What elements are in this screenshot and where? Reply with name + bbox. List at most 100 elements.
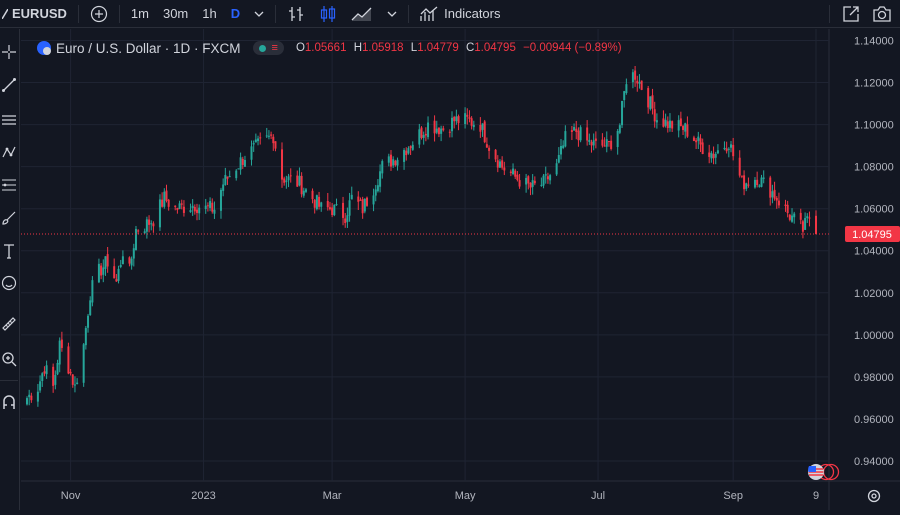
candle-body bbox=[43, 371, 46, 374]
candle-body bbox=[638, 82, 641, 84]
candle-body bbox=[433, 120, 436, 134]
candle-body bbox=[716, 150, 719, 154]
candle-body bbox=[655, 120, 658, 123]
candle-body bbox=[671, 121, 674, 129]
candle-body bbox=[182, 206, 185, 213]
indicators-button[interactable]: Indicators bbox=[413, 0, 507, 28]
chart-area[interactable]: 1.14000 1.12000 1.10000 1.08000 1.06000 1.040… bbox=[21, 29, 900, 510]
chart-style-dropdown[interactable] bbox=[380, 0, 404, 28]
candle-body bbox=[381, 161, 384, 174]
candle-body bbox=[26, 398, 28, 405]
compare-flags[interactable] bbox=[806, 463, 840, 481]
candle-body bbox=[771, 191, 774, 198]
candle-body bbox=[509, 171, 512, 173]
candle-body bbox=[729, 144, 732, 148]
candle-body bbox=[799, 212, 802, 220]
bar-style-button[interactable] bbox=[280, 0, 312, 28]
candle-body bbox=[806, 216, 809, 219]
last-price-badge bbox=[845, 226, 900, 243]
trend-line-icon[interactable] bbox=[0, 74, 18, 96]
y-tick-label: 0.96000 bbox=[854, 414, 894, 426]
interval-dropdown[interactable] bbox=[247, 0, 271, 28]
candle-body bbox=[758, 185, 761, 187]
candle-body bbox=[296, 175, 299, 187]
horizontal-lines-icon[interactable] bbox=[0, 109, 18, 131]
crosshair-icon[interactable] bbox=[0, 41, 18, 63]
candle-body bbox=[531, 180, 534, 187]
search-icon bbox=[2, 8, 8, 19]
add-symbol-button[interactable] bbox=[83, 0, 115, 28]
candle-body bbox=[540, 184, 543, 186]
settings-button[interactable] bbox=[866, 488, 882, 504]
x-tick-label: Jul bbox=[591, 490, 605, 502]
candle-style-button[interactable] bbox=[312, 0, 344, 28]
candle-body bbox=[647, 88, 650, 108]
candle-body bbox=[407, 148, 410, 154]
interval-1h[interactable]: 1h bbox=[195, 0, 223, 28]
candle-body bbox=[348, 200, 351, 216]
candle-body bbox=[363, 198, 366, 212]
flag-icon bbox=[36, 40, 52, 56]
candle-body bbox=[213, 209, 216, 214]
candle-body bbox=[610, 140, 613, 149]
candle-body bbox=[58, 340, 61, 365]
low-label: L bbox=[410, 42, 418, 54]
close-label: C bbox=[465, 42, 475, 54]
zoom-icon[interactable] bbox=[0, 348, 18, 370]
candle-body bbox=[56, 362, 59, 375]
candle-body bbox=[137, 230, 140, 232]
candle-body bbox=[409, 146, 412, 149]
screenshot-button[interactable] bbox=[868, 0, 900, 28]
price-chart[interactable]: 1.14000 1.12000 1.10000 1.08000 1.06000 1.040… bbox=[21, 29, 900, 510]
candle-body bbox=[557, 154, 560, 163]
fib-icon[interactable] bbox=[0, 174, 18, 196]
candle-body bbox=[788, 214, 791, 220]
candle-body bbox=[73, 384, 76, 386]
candle-body bbox=[666, 121, 669, 129]
candle-body bbox=[198, 207, 201, 214]
candle-body bbox=[773, 189, 776, 199]
area-style-button[interactable] bbox=[344, 0, 380, 28]
gear-icon bbox=[867, 489, 881, 503]
candle-body bbox=[603, 145, 606, 147]
candle-body bbox=[662, 118, 665, 127]
candle-body bbox=[514, 170, 517, 177]
interval-30m[interactable]: 30m bbox=[156, 0, 195, 28]
candle-body bbox=[605, 139, 608, 147]
legend-status-pill[interactable]: ≡ bbox=[252, 41, 284, 55]
candles bbox=[26, 65, 817, 407]
candle-body bbox=[357, 196, 360, 202]
pattern-icon[interactable] bbox=[0, 141, 18, 163]
candle-body bbox=[71, 374, 74, 385]
interval-d[interactable]: D bbox=[224, 0, 247, 28]
candle-body bbox=[542, 175, 545, 186]
fullscreen-button[interactable] bbox=[834, 0, 868, 28]
candle-body bbox=[130, 258, 133, 266]
candle-body bbox=[226, 176, 229, 179]
candle-body bbox=[60, 339, 63, 348]
change-value: −0.00944 (−0.89%) bbox=[523, 42, 622, 54]
candle-body bbox=[753, 179, 756, 188]
candle-body bbox=[592, 140, 595, 146]
candle-body bbox=[87, 315, 90, 328]
interval-label: 1h bbox=[202, 6, 217, 21]
chevron-down-icon bbox=[387, 11, 397, 17]
candle-body bbox=[420, 127, 423, 138]
emoji-icon[interactable] bbox=[0, 272, 18, 294]
candle-body bbox=[640, 80, 643, 90]
magnet-icon[interactable] bbox=[0, 391, 18, 413]
candle-body bbox=[516, 174, 519, 180]
candle-body bbox=[241, 158, 244, 165]
ruler-icon[interactable] bbox=[0, 313, 18, 335]
candle-body bbox=[815, 215, 817, 235]
candle-body bbox=[575, 128, 578, 132]
candle-body bbox=[636, 80, 639, 84]
text-icon[interactable] bbox=[0, 240, 18, 262]
candle-body bbox=[442, 128, 445, 131]
y-axis-labels: 1.14000 1.12000 1.10000 1.08000 1.06000 1.040… bbox=[854, 36, 894, 468]
interval-1m[interactable]: 1m bbox=[124, 0, 156, 28]
candle-body bbox=[668, 120, 671, 128]
menu-icon: ≡ bbox=[271, 42, 278, 54]
symbol-search[interactable]: EURUSD bbox=[0, 0, 74, 28]
brush-icon[interactable] bbox=[0, 207, 18, 229]
